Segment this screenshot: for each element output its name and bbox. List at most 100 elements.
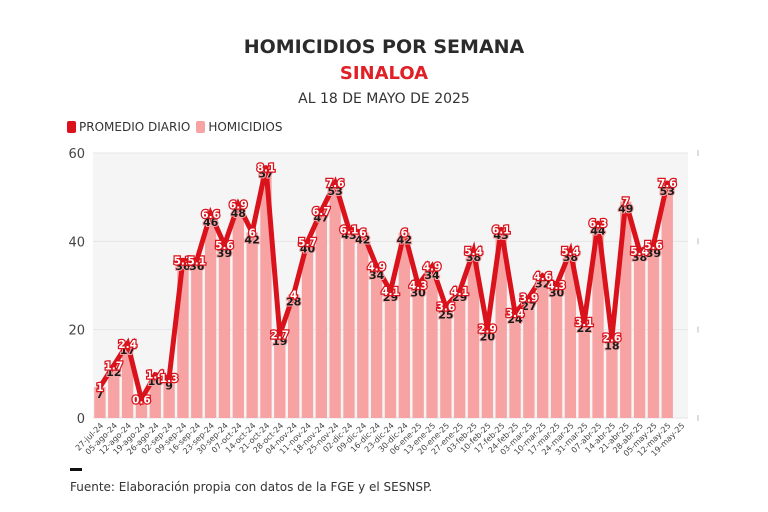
bar-value-label: 32 — [535, 278, 550, 291]
bar-value-label: 18 — [604, 340, 619, 353]
line-value-label: 6.7 — [312, 206, 331, 218]
bar — [246, 232, 258, 418]
bar-value-label: 53 — [660, 185, 675, 198]
bar — [357, 232, 369, 418]
chart-subtitle: SINALOA — [339, 63, 429, 84]
line-value-label: 2.9 — [478, 323, 497, 335]
line-point — [595, 220, 601, 226]
bar-value-label: 48 — [231, 207, 246, 220]
bar-value-label: 10 — [148, 375, 164, 388]
chart-title: HOMICIDIOS POR SEMANA — [243, 36, 525, 58]
line-value-label: 1.3 — [160, 373, 179, 385]
bar — [509, 312, 521, 418]
bar — [232, 206, 244, 418]
line-value-label: 6 — [248, 228, 255, 240]
line-value-label: 1 — [96, 382, 103, 394]
bar — [287, 294, 300, 418]
line-labels: 11.7 2.4 0.6 1.41.3 5.15.1 6.6 5.6 6.9 6 8.1 2.7 4 5… — [95, 161, 678, 407]
legend-item-homicidios[interactable]: HOMICIDIOS — [196, 120, 282, 134]
bar — [329, 183, 341, 418]
line-point — [277, 332, 283, 338]
line-point — [194, 257, 200, 263]
bar-value-label: 38 — [466, 251, 481, 264]
bar — [218, 245, 231, 418]
legend-item-promedio[interactable]: PROMEDIO DIARIO — [67, 120, 190, 134]
bar-value-label: 36 — [175, 260, 191, 273]
line-value-label: 2.4 — [118, 339, 137, 351]
bar — [606, 338, 618, 418]
legend-swatch-line — [67, 121, 76, 133]
line-value-label: 6 — [401, 228, 408, 240]
bar — [163, 378, 175, 418]
line-value-label: 4.1 — [450, 286, 469, 298]
bar — [274, 334, 286, 418]
bar-value-label: 44 — [590, 225, 606, 238]
line-point — [180, 257, 186, 263]
bar — [440, 307, 452, 418]
bar — [481, 329, 494, 418]
legend-label: PROMEDIO DIARIO — [79, 120, 191, 134]
bar-value-label: 17 — [120, 344, 135, 357]
bar — [454, 289, 466, 418]
bar-value-label: 46 — [203, 216, 219, 229]
line-point — [484, 325, 490, 331]
bar — [661, 183, 673, 418]
line-point — [401, 230, 407, 235]
line-point — [318, 208, 324, 214]
bar-value-label: 42 — [397, 234, 412, 247]
bar-value-label: 27 — [521, 300, 536, 313]
bar-value-label: 49 — [618, 203, 633, 216]
y-axis: 0 20 40 60 — [68, 147, 85, 427]
bar-value-label: 39 — [646, 247, 661, 260]
bar — [620, 201, 632, 418]
footer-mark — [70, 468, 82, 471]
line-point — [374, 264, 380, 270]
bar — [204, 214, 217, 418]
line-value-label: 5.7 — [298, 237, 317, 249]
line-value-label: 5.6 — [215, 240, 234, 252]
bar-value-label: 22 — [577, 322, 592, 335]
line-value-label: 4.9 — [423, 262, 442, 274]
bar — [564, 250, 577, 418]
line-series — [97, 165, 670, 407]
bar-value-label: 42 — [244, 234, 259, 247]
line-value-label: 3.6 — [437, 302, 456, 314]
legend-label: HOMICIDIOS — [208, 120, 283, 134]
bar — [495, 228, 507, 418]
bar — [398, 232, 411, 418]
line-value-label: 2.7 — [270, 330, 289, 342]
y-tick-label: 20 — [68, 324, 85, 339]
line-value-label: 7.6 — [326, 178, 345, 190]
line-value-label: 3.4 — [506, 308, 525, 320]
bar-value-label: 9 — [165, 379, 173, 392]
bar — [647, 245, 660, 418]
line-value-label: 6.1 — [340, 224, 359, 236]
line-point — [152, 372, 158, 378]
legend-swatch-bar — [196, 121, 206, 133]
bar-value-label: 53 — [327, 185, 342, 198]
bar-value-label: 39 — [217, 247, 232, 260]
bar-value-label: 29 — [452, 291, 467, 304]
line-point — [471, 248, 477, 254]
line-value-label: 4 — [290, 289, 297, 301]
line-value-label: 3.9 — [520, 292, 539, 304]
line-point — [554, 282, 560, 288]
bar-value-label: 7 — [96, 388, 104, 401]
source-note: Fuente: Elaboración propia con datos de … — [70, 480, 433, 494]
legend: PROMEDIO DIARIO HOMICIDIOS — [67, 120, 288, 134]
bar-value-label: 42 — [355, 234, 370, 247]
line-point — [332, 180, 338, 186]
line-point — [125, 341, 131, 347]
bar-value-label: 57 — [258, 167, 273, 180]
y-tick-label: 0 — [77, 412, 85, 427]
bar-value-label: 29 — [383, 291, 398, 304]
line-point — [429, 264, 435, 270]
bar-value-label: 28 — [286, 295, 301, 308]
line-point — [138, 396, 144, 402]
line-value-label: 5.6 — [644, 240, 663, 252]
bar — [412, 285, 424, 418]
line-point — [249, 230, 255, 235]
line-value-label: 7 — [622, 197, 629, 209]
line-point — [388, 288, 393, 294]
